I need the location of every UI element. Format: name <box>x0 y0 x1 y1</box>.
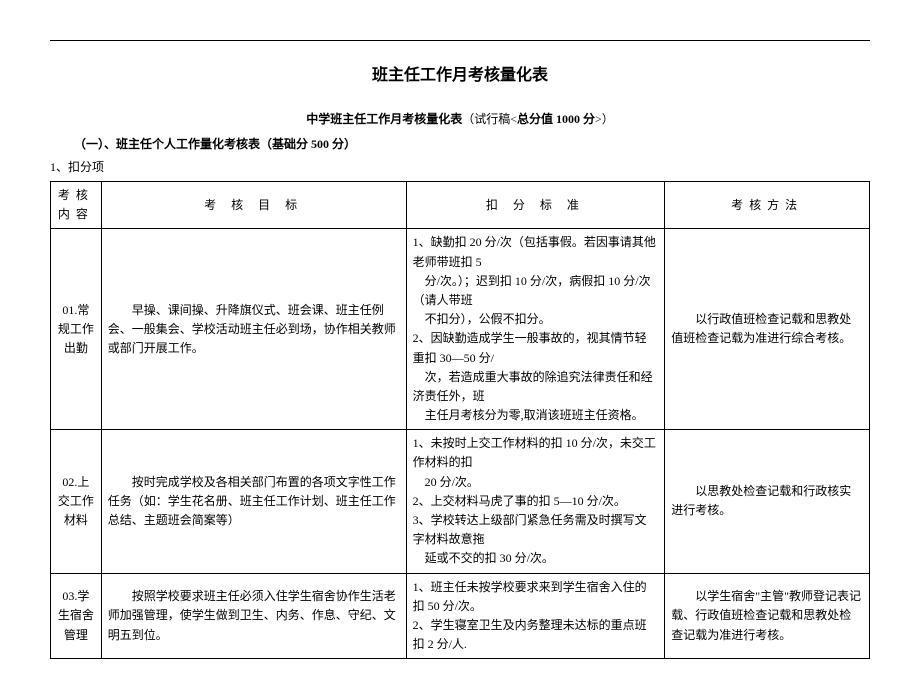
table-header-row: 考核内容 考 核 目 标 扣 分 标 准 考核方法 <box>51 182 870 229</box>
header-content: 考核内容 <box>51 182 102 229</box>
deduct-label: 1、扣分项 <box>50 158 870 175</box>
subtitle-bold: 总分值 1000 分 <box>517 112 595 126</box>
subtitle-prefix: 中学班主任工作月考核量化表 <box>306 112 462 126</box>
cell-method: 以思教处检查记载和行政核实进行考核。 <box>665 430 870 573</box>
header-method: 考核方法 <box>665 182 870 229</box>
cell-method: 以学生宿舍"主管"教师登记表记载、行政值班检查记载和思教处检查记载为准进行考核。 <box>665 573 870 659</box>
cell-target: 按照学校要求班主任必须入住学生宿舍协作生活老师加强管理，使学生做到卫生、内务、作… <box>101 573 406 659</box>
cell-method: 以行政值班检查记载和思教处值班检查记载为准进行综合考核。 <box>665 229 870 430</box>
cell-content: 03.学生宿舍管理 <box>51 573 102 659</box>
table-row: 01.常规工作出勤 早操、课间操、升降旗仪式、班会课、班主任例会、一般集会、学校… <box>51 229 870 430</box>
cell-content: 02.上交工作材料 <box>51 430 102 573</box>
subtitle-paren: （试行稿< <box>462 112 517 126</box>
cell-deduct: 1、缺勤扣 20 分/次（包括事假。若因事请其他老师带班扣 5 分/次。）；迟到… <box>406 229 665 430</box>
table-row: 03.学生宿舍管理 按照学校要求班主任必须入住学生宿舍协作生活老师加强管理，使学… <box>51 573 870 659</box>
header-target: 考 核 目 标 <box>101 182 406 229</box>
cell-deduct: 1、班主任未按学校要求来到学生宿舍入住的扣 50 分/次。 2、学生寝室卫生及内… <box>406 573 665 659</box>
subtitle: 中学班主任工作月考核量化表（试行稿<总分值 1000 分>） <box>50 110 870 127</box>
cell-content: 01.常规工作出勤 <box>51 229 102 430</box>
table-row: 02.上交工作材料 按时完成学校及各相关部门布置的各项文字性工作任务（如：学生花… <box>51 430 870 573</box>
section-1-title: （一）、班主任个人工作量化考核表（基础分 500 分） <box>50 135 870 152</box>
subtitle-close: >） <box>595 112 614 126</box>
top-divider <box>50 40 870 41</box>
page-title: 班主任工作月考核量化表 <box>50 61 870 85</box>
assessment-table: 考核内容 考 核 目 标 扣 分 标 准 考核方法 01.常规工作出勤 早操、课… <box>50 181 870 659</box>
cell-deduct: 1、未按时上交工作材料的扣 10 分/次，未交工作材料的扣 20 分/次。 2、… <box>406 430 665 573</box>
cell-target: 早操、课间操、升降旗仪式、班会课、班主任例会、一般集会、学校活动班主任必到场，协… <box>101 229 406 430</box>
header-deduct: 扣 分 标 准 <box>406 182 665 229</box>
cell-target: 按时完成学校及各相关部门布置的各项文字性工作任务（如：学生花名册、班主任工作计划… <box>101 430 406 573</box>
